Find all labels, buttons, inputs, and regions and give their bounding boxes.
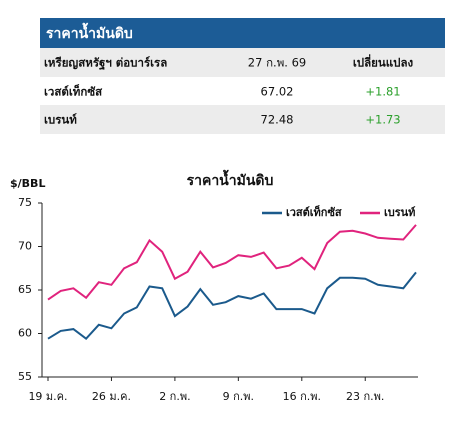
change-cell: +1.81 [365, 85, 400, 99]
x-tick-label: 26 ม.ค. [92, 390, 131, 403]
row-label: เบรนท์ [44, 113, 77, 127]
y-tick-label: 60 [18, 327, 32, 340]
price-cell: 72.48 [261, 113, 294, 127]
x-tick-label: 19 ม.ค. [28, 390, 67, 403]
y-tick-label: 70 [18, 240, 32, 253]
row-bg [40, 105, 445, 134]
column-header: เปลี่ยนแปลง [353, 54, 414, 70]
x-tick-label: 2 ก.พ. [159, 390, 190, 403]
legend-label: เบรนท์ [384, 206, 415, 219]
y-axis-label: $/BBL [10, 177, 45, 190]
column-header-row [40, 48, 445, 77]
change-cell: +1.73 [365, 113, 400, 127]
row-bg [40, 77, 445, 105]
y-tick-label: 55 [18, 370, 32, 383]
chart-title: ราคาน้ำมันดิบ [187, 169, 274, 189]
x-tick-label: 23 ก.พ. [346, 390, 384, 403]
table-header-bar [40, 18, 445, 48]
x-tick-label: 16 ก.พ. [283, 390, 321, 403]
price-cell: 67.02 [261, 85, 294, 99]
y-tick-label: 65 [18, 283, 32, 296]
column-header: เหรียญสหรัฐฯ ต่อบาร์เรล [44, 56, 167, 71]
legend-label: เวสต์เท็กซัส [286, 205, 342, 219]
price-table: ราคาน้ำมันดิบ เหรียญสหรัฐฯ ต่อบาร์เรล 27… [40, 18, 445, 134]
row-label: เวสต์เท็กซัส [44, 84, 103, 99]
x-tick-label: 9 ก.พ. [223, 390, 254, 403]
series-line [47, 271, 417, 341]
y-tick-label: 75 [18, 196, 32, 209]
table-title: ราคาน้ำมันดิบ [46, 22, 133, 42]
series-line [47, 224, 417, 301]
column-header: 27 ก.พ. 69 [248, 56, 306, 70]
